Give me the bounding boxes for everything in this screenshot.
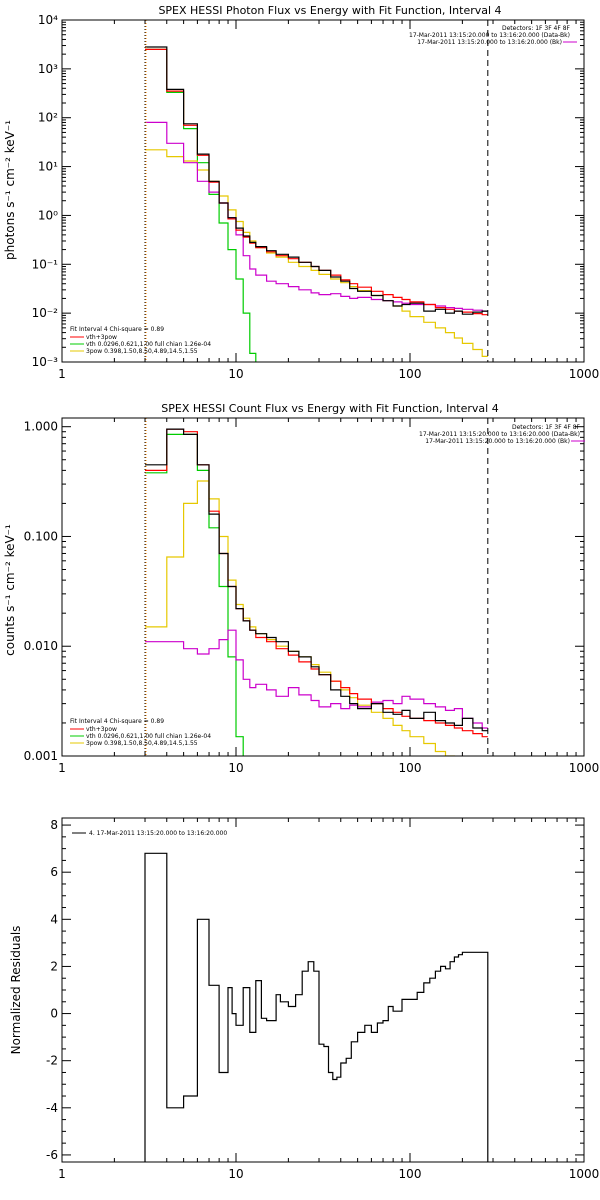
legend-entry: 17-Mar-2011 13:15:20.000 to 13:16:20.000… <box>425 438 570 445</box>
x-tick-label: 10 <box>228 761 243 775</box>
plot-area: 1 10 100 1000 0.001 0.010 0.100 1.000 <box>24 417 600 775</box>
legend-entry: Detectors: 1F 3F 4F 8F <box>502 25 571 32</box>
x-tick-label: 100 <box>399 367 422 381</box>
y-tick-label: 10⁰ <box>38 208 58 222</box>
legend-entry: vth+3pow <box>86 334 117 341</box>
y-tick-label: 0.001 <box>24 749 58 763</box>
y-axis-label: counts s⁻¹ cm⁻² keV⁻¹ <box>3 524 17 656</box>
y-tick-label: 10⁻² <box>32 306 59 320</box>
series-residuals <box>144 852 489 1162</box>
x-tick-label: 10 <box>228 367 243 381</box>
legend-entry: 17-Mar-2011 13:15:20.000 to 13:16:20.000… <box>409 32 570 39</box>
photon-flux-panel: 1 10 100 1000 10⁻³ 10⁻² 10⁻¹ 10⁰ 10¹ 10² 10³ 10⁴ SP… <box>3 4 600 381</box>
legend-bottom-left: Fit Interval 4 Chi-square = 0.89 vth+3po… <box>70 718 211 747</box>
plot-frame <box>61 19 585 363</box>
y-tick-label: 10⁴ <box>38 13 58 27</box>
series-bk <box>145 121 488 312</box>
series-data <box>145 46 488 315</box>
y-tick-label: 10¹ <box>38 160 58 174</box>
legend-entry: vth 0.0296,0.621,1.00 full chian 1.26e-0… <box>86 341 211 348</box>
y-tick-label: 10⁻¹ <box>32 257 59 271</box>
residuals-panel: 1 10 100 1000 -6 -4 -2 0 2 4 6 8 Normalized Residua… <box>9 817 600 1181</box>
series-group <box>145 46 488 362</box>
series-data <box>145 428 488 732</box>
y-tick-label: 8 <box>50 818 58 832</box>
x-tick-label: 1000 <box>569 761 600 775</box>
y-tick-label: -2 <box>46 1054 58 1068</box>
x-tick-label: 10 <box>228 1167 243 1181</box>
chart-title: SPEX HESSI Count Flux vs Energy with Fit… <box>161 402 498 415</box>
y-tick-label: 0 <box>50 1007 58 1021</box>
series-vth <box>145 433 244 756</box>
y-tick-label: 10⁻³ <box>32 355 59 369</box>
series-3pow <box>145 480 455 756</box>
x-tick-label: 100 <box>399 761 422 775</box>
series-vth+3pow <box>145 428 488 738</box>
legend-entry: vth 0.0296,0.621,1.00 full chian 1.26e-0… <box>86 733 211 740</box>
legend-bottom-left: Fit Interval 4 Chi-square = 0.89 vth+3po… <box>70 326 211 355</box>
plot-frame <box>61 817 585 1163</box>
legend-entry: 17-Mar-2011 13:15:20.000 to 13:16:20.000… <box>417 39 562 46</box>
x-tick-label: 1 <box>58 367 66 381</box>
x-tick-label: 1000 <box>569 1167 600 1181</box>
y-tick-label: -6 <box>46 1148 58 1162</box>
legend-top-left: 4. 17-Mar-2011 13:15:20.000 to 13:16:20.… <box>72 830 227 837</box>
legend-entry: Detectors: 1F 3F 4F 8F <box>512 424 581 431</box>
y-tick-label: 10³ <box>38 62 58 76</box>
x-tick-label: 100 <box>399 1167 422 1181</box>
legend-entry: 3pow 0.398,1.50,8.50,4.89,14.5,1.55 <box>86 348 198 355</box>
legend-entry: Fit Interval 4 Chi-square = 0.89 <box>70 326 164 333</box>
y-axis-label: Normalized Residuals <box>9 926 23 1055</box>
legend-entry: 3pow 0.398,1.50,8.50,4.89,14.5,1.55 <box>86 740 198 747</box>
plot-frame <box>61 417 585 757</box>
legend-entry: 17-Mar-2011 13:15:20.000 to 13:16:20.000… <box>419 431 580 438</box>
plot-area: 1 10 100 1000 10⁻³ 10⁻² 10⁻¹ 10⁰ 10¹ 10² 10³ 10⁴ <box>32 13 600 381</box>
series-bk <box>145 629 488 729</box>
y-tick-label: 1.000 <box>24 420 58 434</box>
x-tick-label: 1 <box>58 1167 66 1181</box>
y-tick-label: 6 <box>50 865 58 879</box>
y-tick-label: 0.100 <box>24 529 58 543</box>
legend-top-right: Detectors: 1F 3F 4F 8F 17-Mar-2011 13:15… <box>409 25 577 46</box>
x-tick-label: 1000 <box>569 367 600 381</box>
y-tick-label: 2 <box>50 959 58 973</box>
series-group <box>145 428 488 756</box>
plot-area: 1 10 100 1000 -6 -4 -2 0 2 4 6 8 <box>46 817 600 1181</box>
series-3pow <box>145 149 488 357</box>
chart-title: SPEX HESSI Photon Flux vs Energy with Fi… <box>158 4 501 17</box>
legend-entry: Fit Interval 4 Chi-square = 0.89 <box>70 718 164 725</box>
y-tick-label: -4 <box>46 1101 58 1115</box>
legend-top-right: Detectors: 1F 3F 4F 8F 17-Mar-2011 13:15… <box>419 424 585 445</box>
y-tick-label: 10² <box>38 111 58 125</box>
y-tick-label: 4 <box>50 912 58 926</box>
x-tick-label: 1 <box>58 761 66 775</box>
y-axis-label: photons s⁻¹ cm⁻² keV⁻¹ <box>3 120 17 260</box>
legend-entry: vth+3pow <box>86 726 117 733</box>
count-flux-panel: 1 10 100 1000 0.001 0.010 0.100 1.000 SPEX HESS… <box>3 402 600 775</box>
legend-entry: 4. 17-Mar-2011 13:15:20.000 to 13:16:20.… <box>89 830 227 837</box>
series-group <box>144 852 489 1162</box>
series-vth+3pow <box>145 48 488 316</box>
y-tick-label: 0.010 <box>24 639 58 653</box>
